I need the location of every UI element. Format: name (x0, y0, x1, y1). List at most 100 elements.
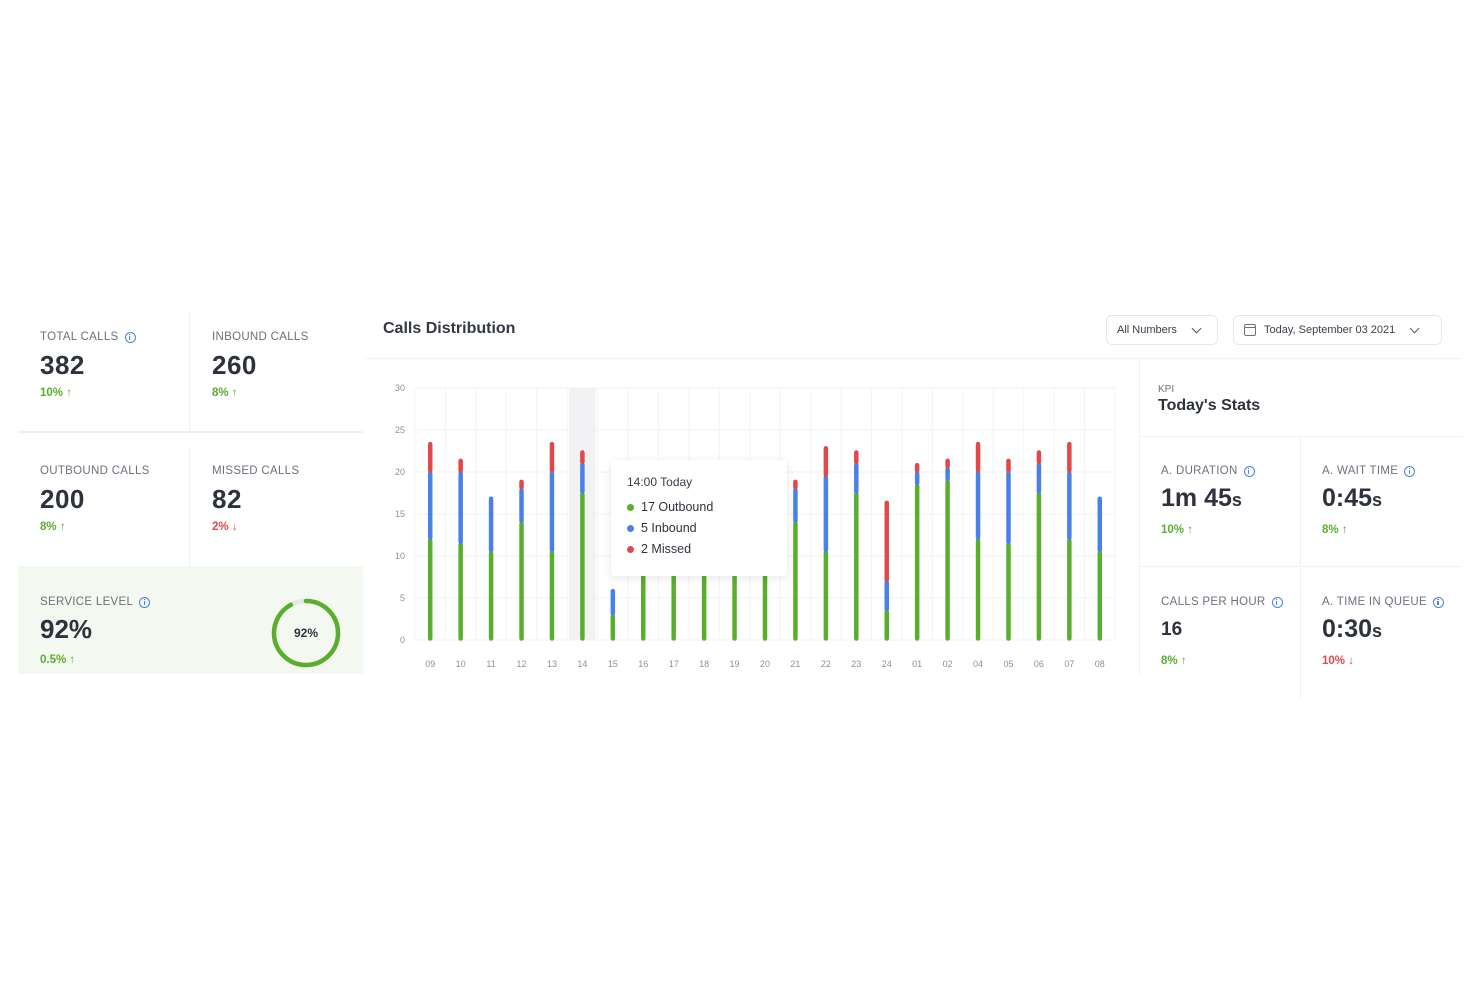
outbound-calls-label: OUTBOUND CALLS (40, 465, 150, 477)
calls-per-hour-change: 8% ↑ (1161, 655, 1187, 667)
avg-wait-time-change: 8% ↑ (1322, 524, 1348, 536)
avg-duration-label-row: A. DURATION (1161, 465, 1255, 477)
outbound-calls-value: 200 (40, 484, 85, 514)
info-icon[interactable] (1271, 596, 1283, 608)
info-icon[interactable] (1432, 596, 1444, 608)
x-tick-label: 04 (973, 659, 983, 669)
avg-time-in-queue-label-row: A. TIME IN QUEUE (1322, 596, 1444, 608)
tooltip-outbound-row: 17 Outbound (627, 500, 771, 514)
service-level-change: 0.5% ↑ (40, 654, 76, 666)
avg-time-in-queue-card[interactable]: A. TIME IN QUEUE 0:30s 10% ↓ (1301, 568, 1462, 698)
info-icon[interactable] (124, 331, 136, 343)
x-tick-label: 16 (638, 659, 648, 669)
kpi-header: KPI Today's Stats (1140, 358, 1463, 437)
x-tick-label: 24 (882, 659, 892, 669)
avg-time-in-queue-main: 0:30 (1322, 615, 1373, 643)
kpi-subtitle: KPI (1158, 384, 1175, 395)
info-icon[interactable] (1243, 465, 1255, 477)
tooltip-missed-row: 2 Missed (627, 542, 771, 556)
calls-per-hour-label: CALLS PER HOUR (1161, 596, 1266, 608)
total-calls-card[interactable]: TOTAL CALLS 382 10% ↑ (18, 312, 190, 432)
service-level-donut-label: 92% (293, 626, 319, 640)
missed-calls-label-row: MISSED CALLS (212, 465, 299, 477)
kpi-title: Today's Stats (1158, 397, 1261, 414)
missed-dot-icon (627, 545, 634, 553)
avg-wait-time-unit: s (1372, 490, 1383, 510)
y-tick-label: 5 (400, 593, 405, 603)
chevron-down-icon (1191, 323, 1202, 333)
avg-time-in-queue-label: A. TIME IN QUEUE (1322, 596, 1427, 608)
calls-per-hour-label-row: CALLS PER HOUR (1161, 596, 1283, 608)
avg-time-in-queue-change: 10% ↓ (1322, 655, 1354, 667)
x-tick-label: 07 (1064, 659, 1074, 669)
info-icon[interactable] (1404, 465, 1416, 477)
y-tick-label: 15 (395, 509, 405, 519)
avg-wait-time-label-row: A. WAIT TIME (1322, 465, 1416, 477)
divider (365, 358, 1462, 359)
numbers-filter-dropdown[interactable]: All Numbers (1106, 315, 1218, 345)
tooltip-outbound: 17 Outbound (641, 500, 714, 514)
total-calls-label-row: TOTAL CALLS (40, 331, 136, 343)
x-tick-label: 11 (486, 659, 495, 669)
metrics-panel: TOTAL CALLS 382 10% ↑ INBOUND CALLS 260 … (18, 312, 363, 674)
inbound-calls-change: 8% ↑ (212, 387, 238, 399)
chevron-down-icon (1409, 323, 1420, 333)
avg-wait-time-label: A. WAIT TIME (1322, 465, 1399, 477)
missed-calls-card[interactable]: MISSED CALLS 82 2% ↓ (190, 446, 362, 566)
x-tick-label: 23 (851, 659, 861, 669)
calls-per-hour-main: 16 (1161, 619, 1183, 640)
tooltip-missed: 2 Missed (641, 542, 692, 556)
tooltip-title: 14:00 Today (627, 475, 693, 489)
outbound-calls-card[interactable]: OUTBOUND CALLS 200 8% ↑ (18, 446, 190, 566)
missed-calls-label: MISSED CALLS (212, 465, 300, 477)
tooltip-inbound: 5 Inbound (641, 521, 697, 535)
y-tick-label: 25 (395, 425, 405, 435)
inbound-calls-value: 260 (212, 350, 257, 380)
calendar-icon (1244, 324, 1256, 336)
calls-distribution-panel: Calls Distribution All Numbers Today, Se… (365, 312, 1463, 698)
service-level-card[interactable]: SERVICE LEVEL 92% 0.5% ↑ 92% (18, 566, 363, 674)
info-icon[interactable] (139, 596, 151, 608)
numbers-filter-label: All Numbers (1117, 324, 1177, 336)
x-tick-label: 01 (912, 659, 922, 669)
y-tick-label: 10 (395, 551, 405, 561)
total-calls-value: 382 (40, 350, 85, 380)
y-tick-label: 20 (395, 467, 405, 477)
service-level-label-row: SERVICE LEVEL (40, 596, 151, 608)
avg-duration-card[interactable]: A. DURATION 1m 45s 10% ↑ (1140, 437, 1301, 567)
avg-wait-time-value: 0:45s (1322, 484, 1382, 513)
divider (18, 432, 363, 433)
date-filter-dropdown[interactable]: Today, September 03 2021 (1233, 315, 1442, 345)
outbound-dot-icon (627, 503, 634, 511)
avg-duration-label: A. DURATION (1161, 465, 1238, 477)
dashboard: TOTAL CALLS 382 10% ↑ INBOUND CALLS 260 … (18, 312, 1463, 698)
avg-duration-main: 1m 45 (1161, 484, 1232, 512)
avg-wait-time-card[interactable]: A. WAIT TIME 0:45s 8% ↑ (1301, 437, 1462, 567)
inbound-calls-label-row: INBOUND CALLS (212, 331, 309, 343)
x-tick-label: 15 (608, 659, 618, 669)
y-tick-label: 30 (395, 383, 405, 393)
x-tick-label: 09 (425, 659, 435, 669)
missed-calls-change: 2% ↓ (212, 521, 238, 533)
avg-duration-value: 1m 45s (1161, 484, 1242, 513)
service-level-value: 92% (40, 614, 93, 644)
y-tick-label: 0 (400, 635, 405, 645)
avg-duration-unit: s (1231, 490, 1242, 510)
chart-tooltip: 14:00 Today 17 Outbound 5 Inbound 2 Miss… (611, 460, 787, 576)
x-tick-label: 08 (1095, 659, 1105, 669)
x-tick-label: 13 (547, 659, 557, 669)
calls-per-hour-card[interactable]: CALLS PER HOUR 16 8% ↑ (1140, 568, 1301, 698)
inbound-calls-card[interactable]: INBOUND CALLS 260 8% ↑ (190, 312, 362, 432)
donut-progress (271, 598, 341, 668)
x-tick-label: 18 (699, 659, 709, 669)
x-tick-label: 17 (669, 659, 679, 669)
avg-time-in-queue-unit: s (1372, 621, 1383, 641)
x-tick-label: 12 (517, 659, 527, 669)
service-level-donut (271, 598, 341, 668)
kpi-panel: KPI Today's Stats A. DURATION 1m 45s 10%… (1139, 358, 1463, 698)
total-calls-label: TOTAL CALLS (40, 331, 119, 343)
x-tick-label: 19 (730, 659, 740, 669)
x-tick-label: 02 (943, 659, 953, 669)
calls-per-hour-value: 16 (1161, 619, 1182, 641)
x-tick-label: 21 (790, 659, 800, 669)
